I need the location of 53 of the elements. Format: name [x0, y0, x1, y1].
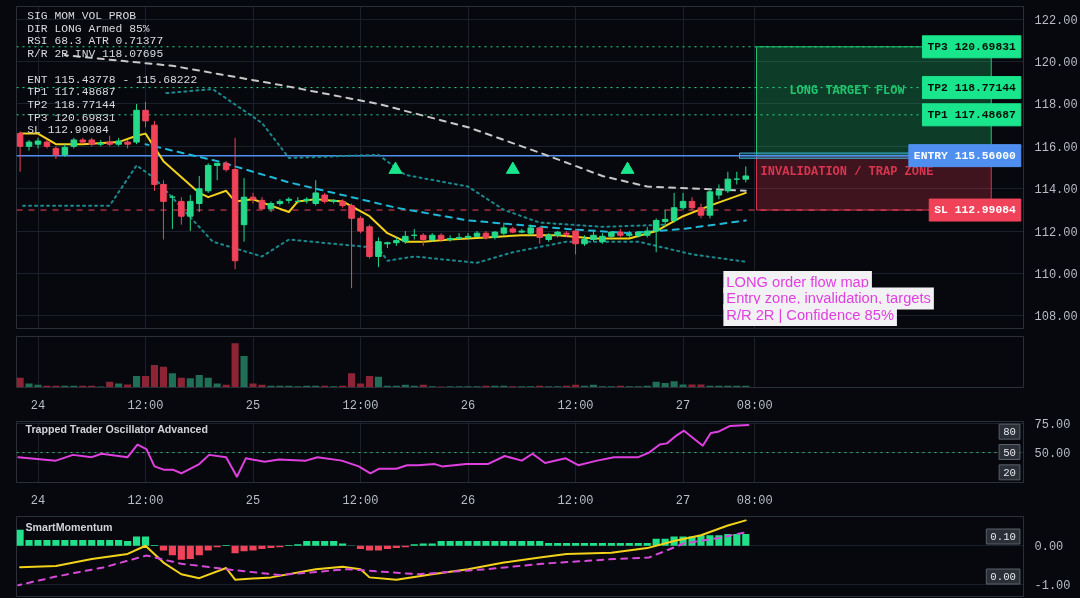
y-tick-label: 114.00 [1034, 183, 1078, 198]
annotation: R/R 2R INV 118.07695 [27, 48, 164, 61]
annotation: TP3 120.69831 [27, 111, 116, 124]
annotation: SIG MOM VOL PROB [27, 10, 137, 23]
y-tick-label: 120.00 [1034, 56, 1078, 71]
annotation: RSI 68.3 ATR 0.71377 [27, 35, 164, 48]
x-tick-label: 24 [30, 398, 46, 413]
annotation: TP2 118.77144 [27, 99, 116, 112]
x-tick-label: 27 [675, 398, 691, 413]
ref-line-label: SL 112.99084 [934, 204, 1017, 217]
ref-line-label: TP3 120.69831 [927, 40, 1017, 53]
x-tick-label: 12:00 [342, 493, 379, 508]
chart-title: Trapped Trader Oscillator Advanced [25, 423, 209, 436]
y-tick-label: 0.00 [1034, 540, 1064, 555]
y-tick-label: 112.00 [1034, 225, 1078, 240]
ref-line-label: TP1 117.48687 [927, 108, 1017, 121]
y-tick-label: 50.00 [1034, 447, 1071, 462]
x-tick-label: 25 [245, 493, 261, 508]
ref-line-label: ENTRY 115.56000 [913, 149, 1017, 162]
x-tick-label: 12:00 [557, 398, 594, 413]
annotation: 0.00 [990, 571, 1016, 583]
y-tick-label: 122.00 [1034, 13, 1078, 28]
x-tick-label: 08:00 [736, 398, 773, 413]
annotation: TP1 117.48687 [27, 86, 116, 99]
x-tick-label: 08:00 [736, 493, 773, 508]
x-tick-label: 26 [460, 398, 476, 413]
x-tick-label: 12:00 [342, 398, 379, 413]
x-tick-label: 25 [245, 398, 261, 413]
x-tick-label: 27 [675, 493, 691, 508]
annotation: SL 112.99084 [27, 124, 110, 137]
annotation: ENT 115.43778 - 115.68222 [27, 73, 198, 86]
annotation: 80 [1003, 426, 1016, 439]
annotation: 0.10 [990, 531, 1016, 543]
chart-title: SmartMomentum [25, 520, 113, 533]
annotation: LONG order flow map [726, 273, 869, 290]
y-tick-label: 110.00 [1034, 267, 1078, 282]
y-tick-label: 108.00 [1034, 310, 1078, 325]
x-tick-label: 26 [460, 493, 476, 508]
annotation: Entry zone, invalidation, targets [726, 290, 931, 307]
band-label: LONG TARGET FLOW [789, 83, 906, 98]
annotation: DIR LONG Armed 85% [27, 22, 150, 35]
annotation: 50 [1003, 446, 1016, 459]
x-tick-label: 12:00 [127, 493, 164, 508]
x-tick-label: 24 [30, 493, 46, 508]
x-tick-label: 12:00 [557, 493, 594, 508]
annotation: 20 [1003, 466, 1016, 479]
annotation: R/R 2R | Confidence 85% [726, 306, 894, 323]
y-tick-label: 118.00 [1034, 98, 1078, 113]
ref-line-label: TP2 118.77144 [927, 81, 1017, 94]
x-tick-label: 12:00 [127, 398, 164, 413]
y-tick-label: 75.00 [1034, 418, 1071, 433]
y-tick-label: 116.00 [1034, 140, 1078, 155]
y-tick-label: -1.00 [1034, 579, 1071, 594]
